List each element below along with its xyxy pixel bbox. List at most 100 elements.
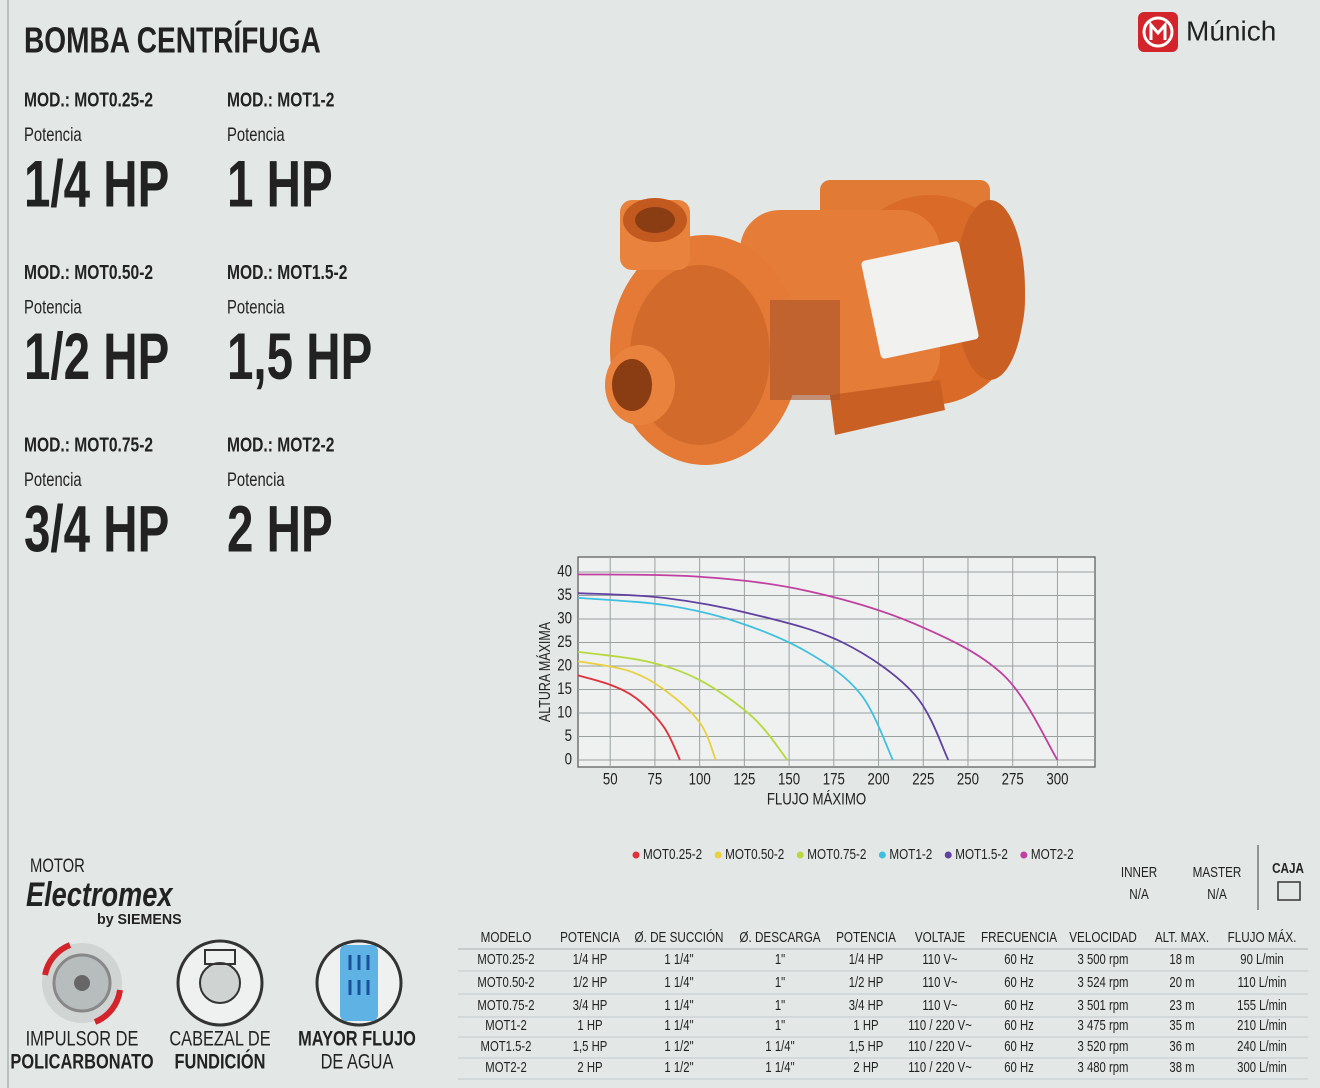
table-cell: 3/4 HP — [849, 996, 884, 1013]
table-header: FLUJO MÁX. — [1228, 929, 1297, 946]
table-cell: 60 Hz — [1004, 1058, 1034, 1075]
table-cell: 60 Hz — [1004, 973, 1034, 990]
table-cell: 210 L/min — [1237, 1016, 1287, 1033]
y-axis-title: ALTURA MÁXIMA — [536, 622, 555, 723]
table-cell: 1 1/4" — [765, 1037, 794, 1054]
line-series — [577, 674, 681, 761]
legend-label: MOT0.75-2 — [807, 846, 866, 863]
table-cell: 60 Hz — [1004, 950, 1034, 967]
legend-swatch — [714, 851, 722, 859]
legend-label: MOT0.50-2 — [725, 846, 784, 863]
x-tick-label: 300 — [1046, 770, 1068, 789]
table-cell: 3/4 HP — [573, 996, 608, 1013]
table-cell: 20 m — [1169, 973, 1194, 990]
table-cell: 1,5 HP — [573, 1037, 608, 1054]
feature-icons — [42, 845, 1301, 1027]
table-cell: 3 480 rpm — [1078, 1058, 1129, 1075]
table-cell: 1 HP — [577, 1016, 602, 1033]
table-cell: 60 Hz — [1004, 1037, 1034, 1054]
model-code: MOD.: MOT0.75-2 — [24, 433, 153, 455]
power-value: 3/4 HP — [24, 493, 169, 566]
table-cell: 60 Hz — [1004, 996, 1034, 1013]
power-value: 1/4 HP — [24, 148, 169, 221]
line-series — [577, 660, 717, 761]
line-series — [577, 596, 894, 761]
table-cell: 110 V~ — [922, 996, 958, 1013]
table-cell: 90 L/min — [1240, 950, 1283, 967]
pack-value: N/A — [1207, 886, 1227, 903]
table-cell: 1 1/4" — [664, 950, 693, 967]
line-series — [577, 651, 789, 761]
power-value: 1 HP — [227, 148, 333, 221]
table-cell: 3 475 rpm — [1078, 1016, 1129, 1033]
legend-label: MOT1-2 — [889, 846, 932, 863]
table-cell: 1" — [775, 1016, 786, 1033]
power-label: Potencia — [227, 124, 285, 145]
motor-by: by SIEMENS — [97, 912, 182, 928]
table-cell: 1/2 HP — [573, 973, 608, 990]
feature-line: DE AGUA — [321, 1050, 394, 1073]
feature-line: CABEZAL DE — [169, 1027, 270, 1050]
legend-swatch — [944, 851, 952, 859]
x-tick-label: 100 — [689, 770, 711, 789]
table-cell: 1 HP — [853, 1016, 878, 1033]
x-tick-label: 175 — [823, 770, 845, 789]
table-cell: MOT1-2 — [485, 1016, 526, 1033]
table-cell: MOT0.75-2 — [477, 996, 534, 1013]
legend-label: MOT2-2 — [1031, 846, 1074, 863]
table-cell: 18 m — [1169, 950, 1194, 967]
table-cell: MOT2-2 — [485, 1058, 526, 1075]
table-cell: 110 V~ — [922, 950, 958, 967]
x-tick-label: 275 — [1002, 770, 1024, 789]
x-tick-label: 75 — [648, 770, 663, 789]
table-cell: 35 m — [1169, 1016, 1194, 1033]
table-cell: 110 L/min — [1238, 973, 1287, 990]
model-code: MOD.: MOT1.5-2 — [227, 261, 347, 283]
table-cell: 1 1/4" — [765, 1058, 794, 1075]
table-cell: 3 501 rpm — [1078, 996, 1129, 1013]
x-tick-label: 125 — [733, 770, 755, 789]
power-label: Potencia — [227, 469, 285, 490]
model-code: MOD.: MOT2-2 — [227, 433, 334, 455]
feature-line: MAYOR FLUJO — [298, 1027, 416, 1050]
power-label: Potencia — [227, 297, 285, 318]
table-header: VOLTAJE — [915, 929, 965, 946]
legend-swatch — [1020, 851, 1028, 859]
table-cell: 1 1/4" — [664, 996, 693, 1013]
logo-icon — [1138, 12, 1178, 52]
pack-value: N/A — [1129, 886, 1149, 903]
table-cell: 300 L/min — [1237, 1058, 1287, 1075]
table-cell: 110 / 220 V~ — [908, 1037, 972, 1054]
plot-area — [577, 556, 1096, 768]
power-label: Potencia — [24, 297, 82, 318]
table-cell: 155 L/min — [1237, 996, 1287, 1013]
power-label: Potencia — [24, 124, 82, 145]
table-cell: 60 Hz — [1004, 1016, 1034, 1033]
page-title: BOMBA CENTRÍFUGA — [24, 20, 321, 60]
y-tick-label: 0 — [565, 750, 572, 769]
legend-swatch — [878, 851, 886, 859]
table-cell: 23 m — [1169, 996, 1194, 1013]
feature-line: IMPULSOR DE — [26, 1027, 139, 1050]
brand-name: Múnich — [1186, 15, 1276, 46]
table-cell: 2 HP — [853, 1058, 878, 1075]
table-header: ALT. MAX. — [1155, 929, 1209, 946]
table-cell: 240 L/min — [1237, 1037, 1287, 1054]
motor-brand: Electromex — [26, 875, 174, 914]
table-cell: 3 524 rpm — [1078, 973, 1129, 990]
table-cell: 110 V~ — [922, 973, 958, 990]
table-header: VELOCIDAD — [1069, 929, 1137, 946]
table-cell: 110 / 220 V~ — [908, 1016, 972, 1033]
table-cell: 1 1/4" — [664, 1016, 693, 1033]
x-axis-title: FLUJO MÁXIMO — [767, 790, 867, 809]
power-value: 2 HP — [227, 493, 333, 566]
model-code: MOD.: MOT1-2 — [227, 88, 334, 110]
table-cell: 3 500 rpm — [1078, 950, 1129, 967]
line-series — [577, 592, 950, 761]
power-value: 1/2 HP — [24, 320, 169, 393]
table-cell: MOT0.25-2 — [477, 950, 534, 967]
legend-swatch — [796, 851, 804, 859]
table-header: MODELO — [481, 929, 532, 946]
legend-swatch — [632, 851, 640, 859]
table-cell: 1/4 HP — [573, 950, 608, 967]
